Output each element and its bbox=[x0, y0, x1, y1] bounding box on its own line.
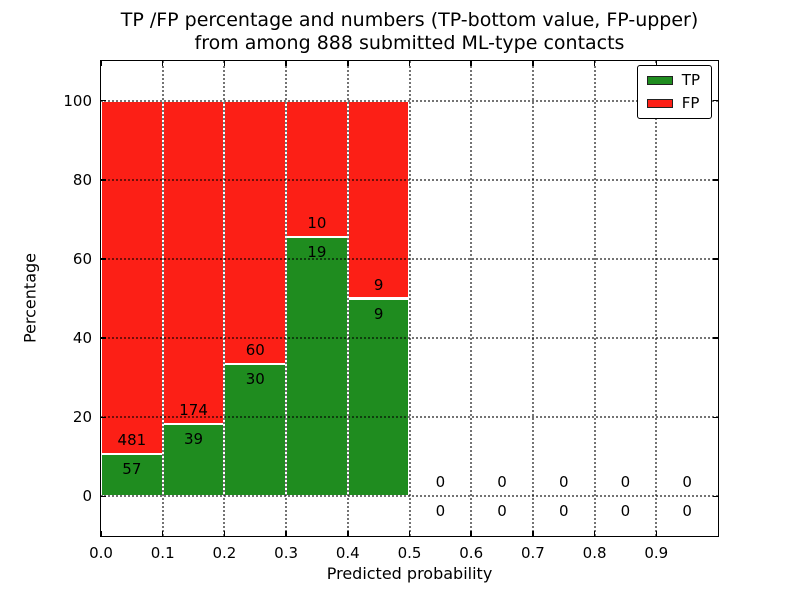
bar-fp-segment bbox=[101, 100, 163, 455]
legend-label: TP bbox=[681, 71, 700, 89]
y-tick-mark-right bbox=[713, 179, 718, 181]
x-tick-mark-top bbox=[223, 61, 226, 66]
legend-swatch-tp bbox=[646, 76, 673, 85]
bar-count-label-tp: 0 bbox=[435, 502, 446, 521]
y-tick-label: 60 bbox=[72, 249, 92, 268]
bar-count-label-fp: 0 bbox=[620, 473, 631, 492]
bar-count-label-tp: 57 bbox=[122, 460, 142, 479]
bar-fp-segment bbox=[224, 100, 287, 365]
x-tick-label: 0.1 bbox=[150, 544, 175, 562]
x-tick-label: 0.2 bbox=[212, 544, 237, 562]
y-axis-label: Percentage bbox=[20, 252, 40, 344]
x-tick-label: 0.8 bbox=[582, 544, 607, 562]
x-tick-mark bbox=[100, 531, 102, 536]
y-tick-label: 80 bbox=[72, 170, 92, 189]
bar-count-label-tp: 30 bbox=[245, 370, 265, 389]
gridline-vertical bbox=[161, 61, 164, 536]
bar-count-label-tp: 9 bbox=[373, 304, 384, 323]
y-tick-mark-right bbox=[713, 495, 718, 498]
bar-fp-segment bbox=[162, 100, 225, 424]
chart-title: TP /FP percentage and numbers (TP-bottom… bbox=[100, 9, 719, 55]
y-tick-mark-right bbox=[713, 99, 718, 102]
x-tick-label: 0.4 bbox=[335, 544, 360, 562]
bar-count-label-fp: 10 bbox=[307, 214, 327, 233]
x-tick-mark bbox=[223, 531, 226, 536]
gridline-vertical bbox=[285, 61, 288, 536]
x-tick-mark bbox=[532, 531, 534, 536]
y-tick-mark-right bbox=[713, 258, 718, 260]
bar-tp-segment bbox=[101, 454, 163, 497]
y-tick-label: 100 bbox=[63, 91, 92, 110]
y-tick-label: 20 bbox=[72, 408, 92, 427]
bar-tp-segment bbox=[286, 237, 348, 497]
x-tick-label: 0.5 bbox=[397, 544, 422, 562]
bar-count-label-fp: 60 bbox=[245, 341, 265, 360]
bar-count-label-fp: 0 bbox=[682, 473, 692, 492]
x-tick-mark bbox=[593, 531, 596, 536]
legend-label: FP bbox=[681, 94, 700, 112]
y-tick-mark bbox=[101, 416, 106, 418]
bar-count-label-tp: 0 bbox=[558, 502, 569, 521]
x-tick-mark-top bbox=[347, 61, 349, 66]
y-tick-mark-right bbox=[713, 416, 718, 418]
y-tick-mark bbox=[101, 337, 106, 339]
bar-count-label-fp: 0 bbox=[558, 473, 569, 492]
gridline-vertical bbox=[223, 61, 226, 536]
x-tick-mark bbox=[285, 531, 287, 536]
plot-area: TP FP 481 57 174 39 60 30 10 19 9 9 0 0 0 0 0 0 0 0 0 0 0 20 40… bbox=[63, 60, 719, 562]
x-tick-mark-top bbox=[593, 61, 596, 66]
y-tick-mark bbox=[101, 258, 106, 260]
x-tick-label: 0.9 bbox=[644, 544, 669, 562]
bar-count-label-tp: 0 bbox=[620, 502, 631, 521]
legend-entry-tp: TP bbox=[646, 71, 700, 89]
bar-count-label-tp: 0 bbox=[497, 502, 507, 521]
x-tick-mark-top bbox=[100, 61, 102, 66]
x-axis-label: Predicted probability bbox=[326, 564, 493, 583]
gridline-vertical bbox=[593, 61, 596, 536]
bar-count-label-tp: 39 bbox=[184, 429, 204, 448]
bar-tp-segment bbox=[162, 423, 225, 497]
gridline-vertical bbox=[346, 61, 349, 536]
x-tick-label: 0.0 bbox=[89, 544, 113, 562]
chart-title-line2: from among 888 submitted ML-type contact… bbox=[194, 32, 625, 54]
x-tick-mark bbox=[470, 531, 472, 536]
bar-count-label-fp: 0 bbox=[435, 473, 446, 492]
y-tick-label: 40 bbox=[72, 329, 92, 348]
gridline-vertical bbox=[470, 61, 473, 536]
x-tick-mark-top bbox=[655, 61, 658, 66]
x-tick-label: 0.3 bbox=[274, 544, 299, 562]
bar-count-label-fp: 9 bbox=[373, 275, 384, 294]
x-tick-mark-top bbox=[285, 61, 287, 66]
x-tick-label: 0.6 bbox=[459, 544, 484, 562]
legend-entry-fp: FP bbox=[646, 94, 700, 112]
legend-swatch-fp bbox=[646, 99, 673, 108]
legend: TP FP bbox=[636, 65, 712, 119]
x-tick-mark-top bbox=[408, 61, 411, 66]
bar-count-label-fp: 174 bbox=[179, 400, 208, 419]
x-tick-mark-top bbox=[161, 61, 164, 66]
x-tick-mark-top bbox=[532, 61, 534, 66]
y-tick-mark bbox=[101, 179, 106, 181]
x-tick-mark bbox=[161, 531, 164, 536]
y-tick-mark bbox=[101, 495, 106, 498]
x-tick-mark bbox=[347, 531, 349, 536]
x-tick-mark-top bbox=[470, 61, 472, 66]
y-tick-mark-right bbox=[713, 337, 718, 339]
bar-count-label-fp: 0 bbox=[497, 473, 507, 492]
x-tick-mark bbox=[655, 531, 658, 536]
bar-count-label-tp: 0 bbox=[682, 502, 692, 521]
bar-tp-segment bbox=[347, 298, 410, 497]
gridline-vertical bbox=[408, 61, 411, 536]
y-tick-label: 0 bbox=[82, 487, 92, 506]
chart-title-line1: TP /FP percentage and numbers (TP-bottom… bbox=[120, 9, 699, 31]
gridline-vertical bbox=[531, 61, 534, 536]
x-tick-mark bbox=[408, 531, 411, 536]
bar-count-label-tp: 19 bbox=[307, 243, 327, 262]
bar-fp-segment bbox=[347, 100, 410, 299]
x-tick-label: 0.7 bbox=[520, 544, 545, 562]
gridline-vertical bbox=[655, 61, 658, 536]
y-tick-mark bbox=[101, 99, 106, 102]
bar-count-label-fp: 481 bbox=[117, 431, 147, 450]
